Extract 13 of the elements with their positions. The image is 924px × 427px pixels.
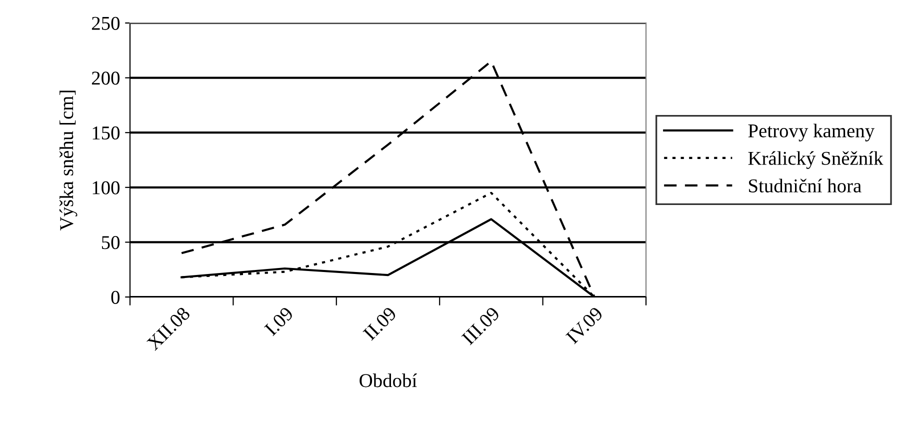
y-axis-title: Výška sněhu [cm] (59, 90, 78, 231)
x-axis-title: Období (360, 373, 417, 388)
y-tick-label: 150 (92, 126, 120, 140)
y-tick-label: 0 (111, 290, 120, 304)
x-tick-label: II.09 (362, 306, 398, 341)
y-tick-label: 100 (92, 181, 120, 194)
legend-label: Králický Sněžník (748, 151, 884, 169)
legend-label: Petrovy kameny (748, 124, 875, 142)
legend-label: Studniční hora (749, 178, 862, 192)
y-tick-label: 250 (92, 16, 120, 30)
x-tick-label: I.09 (264, 306, 294, 336)
y-tick-label: 50 (102, 236, 120, 250)
y-tick-label: 200 (92, 72, 120, 85)
